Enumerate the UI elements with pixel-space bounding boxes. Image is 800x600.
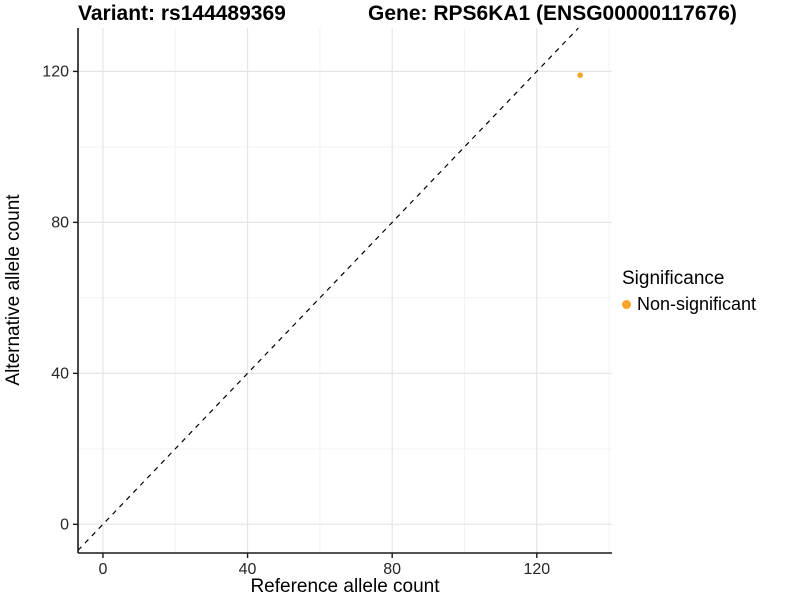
y-tick-label: 0 xyxy=(60,516,69,533)
y-tick-label: 40 xyxy=(51,365,69,382)
plot-title-gene: Gene: RPS6KA1 (ENSG00000117676) xyxy=(368,2,737,25)
x-tick-label: 120 xyxy=(523,561,550,578)
legend-item-label: Non-significant xyxy=(637,294,757,314)
plot-title-variant: Variant: rs144489369 xyxy=(78,2,286,25)
x-tick-label: 0 xyxy=(98,561,107,578)
y-tick-label: 80 xyxy=(51,214,69,231)
identity-reference-line xyxy=(77,27,579,551)
y-axis-title: Alternative allele count xyxy=(3,194,24,386)
legend-key-point-icon xyxy=(622,299,631,309)
x-axis-title: Reference allele count xyxy=(250,576,440,597)
x-tick-label: 40 xyxy=(239,561,257,578)
legend: Significance Non-significant xyxy=(622,267,756,315)
legend-title: Significance xyxy=(622,268,725,289)
data-point xyxy=(577,72,583,78)
legend-item-non-significant: Non-significant xyxy=(622,293,756,315)
y-tick-label: 120 xyxy=(42,63,69,80)
x-tick-label: 80 xyxy=(383,561,401,578)
